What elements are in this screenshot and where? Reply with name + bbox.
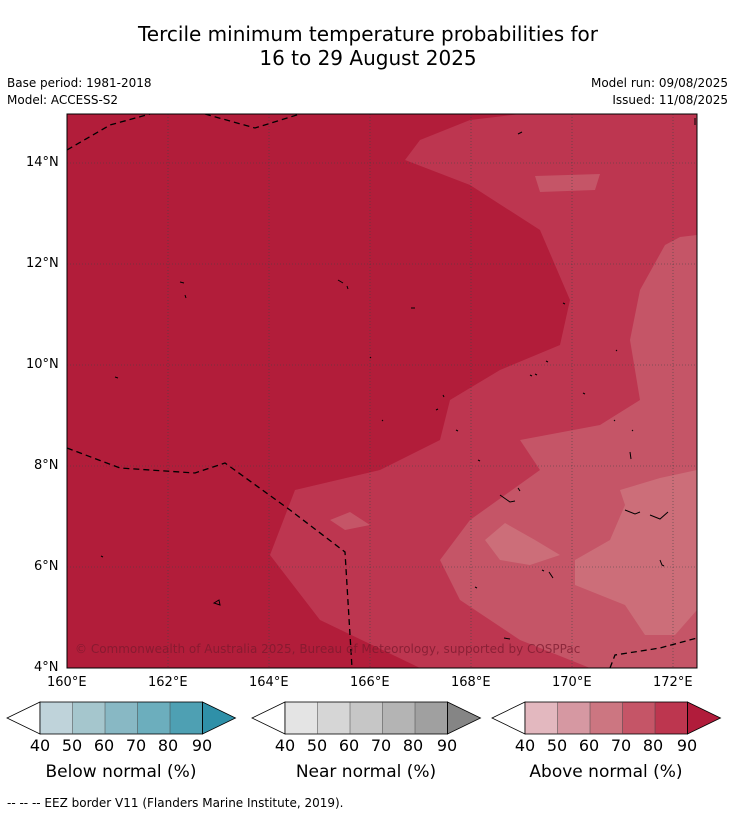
islands [100,118,696,640]
eez-borders [67,114,697,668]
eez-footer-note: -- -- -- EEZ border V11 (Flanders Marine… [7,796,344,810]
cb-above-80: 80 [642,736,664,755]
x-tick-172e: 172°E [653,675,693,690]
prob-band-70-inner [330,512,370,530]
colorbar-below [6,701,237,735]
x-tick-164e: 164°E [249,675,289,690]
colorbar-swatch [655,702,688,734]
colorbar-swatch [72,702,105,734]
colorbar-above [491,701,722,735]
x-tick-168e: 168°E [451,675,491,690]
meta-right: Model run: 09/08/2025 Issued: 11/08/2025 [591,75,728,109]
colorbar-swatch [350,702,383,734]
prob-band-70-patch [535,174,600,192]
cb-near-60: 60 [338,736,360,755]
cb-near-90: 90 [436,736,458,755]
cb-near-70: 70 [370,736,392,755]
issued-date: Issued: 11/08/2025 [612,93,728,107]
prob-band-60 [575,470,697,635]
colorbar-swatch [590,702,623,734]
colorbar-swatch [317,702,350,734]
colorbar-swatch [170,702,203,734]
colorbar-near-label: Near normal (%) [295,762,437,782]
colorbar-extend-low [6,701,41,735]
colorbar-frame [524,701,688,735]
colorbar-extend-high [447,701,482,735]
title-line-2: 16 to 29 August 2025 [259,46,477,70]
cb-below-90: 90 [191,736,213,755]
colorbars [6,701,722,735]
colorbar-extend-high [687,701,722,735]
colorbar-swatch [382,702,415,734]
cb-above-60: 60 [578,736,600,755]
base-period: Base period: 1981-2018 [7,76,152,90]
colorbar-swatch [525,702,558,734]
y-tick-6n: 6°N [34,559,59,574]
model-name: Model: ACCESS-S2 [7,93,119,107]
y-tick-8n: 8°N [34,458,59,473]
colorbar-above-label: Above normal (%) [529,762,683,782]
colorbar-below-label: Below normal (%) [45,762,197,782]
colorbar-extend-high [202,701,237,735]
x-tick-160e: 160°E [47,675,87,690]
map-title: Tercile minimum temperature probabilitie… [0,22,736,70]
prob-band-60-patch [485,523,560,565]
colorbar-swatch [40,702,73,734]
x-tick-170e: 170°E [552,675,592,690]
x-tick-162e: 162°E [148,675,188,690]
cb-below-50: 50 [61,736,83,755]
colorbar-extend-low [491,701,526,735]
cb-below-80: 80 [157,736,179,755]
meta-left: Base period: 1981-2018 Model: ACCESS-S2 [7,75,152,109]
model-run: Model run: 09/08/2025 [590,76,728,90]
colorbar-frame [39,701,203,735]
y-tick-12n: 12°N [26,256,59,271]
cb-above-50: 50 [546,736,568,755]
cb-above-90: 90 [676,736,698,755]
colorbar-swatch [415,702,448,734]
y-tick-14n: 14°N [26,155,59,170]
colorbar-frame [284,701,448,735]
colorbar-swatch [557,702,590,734]
cb-below-70: 70 [125,736,147,755]
cb-near-40: 40 [274,736,296,755]
colorbar-near [251,701,482,735]
y-tick-4n: 4°N [34,660,59,675]
y-tick-10n: 10°N [26,357,59,372]
x-tick-166e: 166°E [350,675,390,690]
colorbar-swatch [137,702,170,734]
cb-below-60: 60 [93,736,115,755]
title-line-1: Tercile minimum temperature probabilitie… [137,22,599,46]
colorbar-swatch [622,702,655,734]
colorbar-swatch [285,702,318,734]
cb-above-40: 40 [514,736,536,755]
copyright-notice: © Commonwealth of Australia 2025, Bureau… [75,642,580,656]
map-frame [66,113,698,669]
cb-near-50: 50 [306,736,328,755]
colorbar-extend-low [251,701,286,735]
cb-near-80: 80 [402,736,424,755]
cb-above-70: 70 [610,736,632,755]
colorbar-swatch [105,702,138,734]
cb-below-40: 40 [29,736,51,755]
grid-lines [67,114,697,668]
